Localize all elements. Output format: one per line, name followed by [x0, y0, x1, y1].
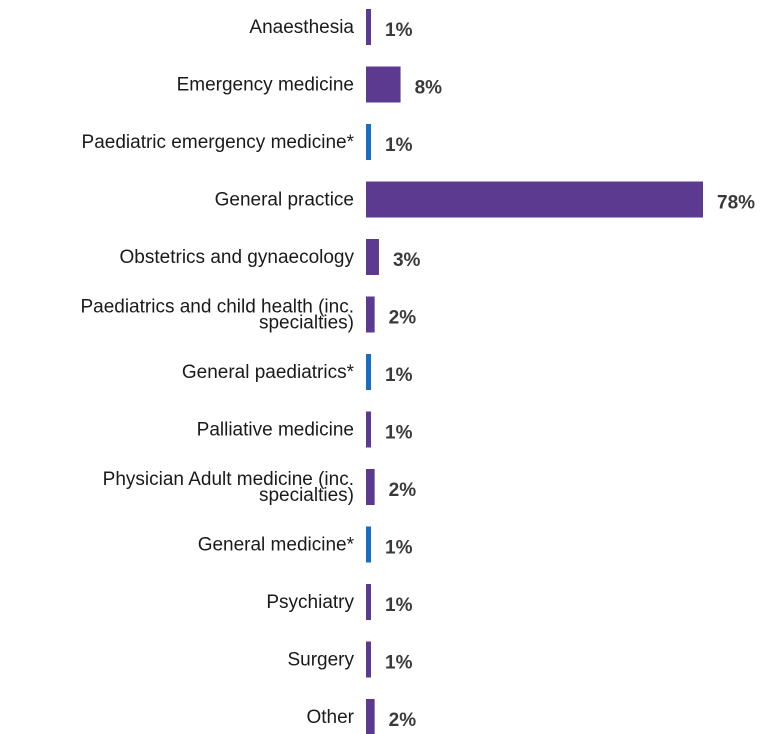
- bar-psychiatry: [366, 584, 371, 620]
- category-label-general-practice: General practice: [215, 190, 354, 211]
- category-label-other: Other: [306, 707, 354, 728]
- bar-general-paediatrics: [366, 354, 371, 390]
- bar-general-practice: [366, 181, 703, 218]
- bar-paediatric-emergency-medicine: [366, 124, 371, 160]
- bar-surgery: [366, 641, 371, 678]
- bar-paediatrics-and-child-health-inc-specialties: [366, 296, 375, 333]
- value-label-general-medicine: 1%: [385, 538, 413, 559]
- category-label-paediatrics-and-child-health-inc-specialties: Paediatrics and child health (inc. specia…: [80, 297, 354, 334]
- value-label-obstetrics-and-gynaecology: 3%: [393, 250, 421, 271]
- value-label-general-practice: 78%: [717, 193, 755, 214]
- value-label-palliative-medicine: 1%: [385, 423, 413, 444]
- value-label-surgery: 1%: [385, 653, 413, 674]
- bars-group: [366, 9, 703, 734]
- bar-general-medicine: [366, 526, 371, 563]
- category-label-palliative-medicine: Palliative medicine: [197, 420, 354, 441]
- category-label-obstetrics-and-gynaecology: Obstetrics and gynaecology: [120, 247, 355, 268]
- value-label-physician-adult-medicine-inc-specialties: 2%: [389, 480, 417, 501]
- bar-physician-adult-medicine-inc-specialties: [366, 469, 375, 505]
- value-label-general-paediatrics: 1%: [385, 365, 413, 386]
- category-label-paediatric-emergency-medicine: Paediatric emergency medicine*: [82, 132, 355, 153]
- value-label-anaesthesia: 1%: [385, 20, 413, 41]
- category-label-anaesthesia: Anaesthesia: [249, 17, 354, 38]
- value-label-paediatrics-and-child-health-inc-specialties: 2%: [389, 308, 417, 329]
- category-label-emergency-medicine: Emergency medicine: [177, 75, 354, 96]
- value-label-psychiatry: 1%: [385, 595, 413, 616]
- bar-palliative-medicine: [366, 411, 371, 448]
- category-label-psychiatry: Psychiatry: [266, 592, 354, 613]
- category-label-physician-adult-medicine-inc-specialties: Physician Adult medicine (inc. specialtie…: [103, 469, 354, 506]
- category-label-surgery: Surgery: [287, 650, 354, 671]
- category-label-general-paediatrics: General paediatrics*: [182, 362, 355, 383]
- bar-other: [366, 699, 375, 734]
- category-label-general-medicine: General medicine*: [198, 535, 355, 556]
- bar-emergency-medicine: [366, 66, 401, 103]
- bar-obstetrics-and-gynaecology: [366, 239, 379, 275]
- value-label-paediatric-emergency-medicine: 1%: [385, 135, 413, 156]
- bar-anaesthesia: [366, 9, 371, 45]
- category-labels-group: Anaesthesia Emergency medicine Paediatric …: [80, 17, 354, 728]
- value-labels-group: 1% 8% 1% 78% 3% 2% 1% 1% 2% 1% 1% 1% 2%: [385, 20, 755, 731]
- value-label-other: 2%: [389, 710, 417, 731]
- value-label-emergency-medicine: 8%: [415, 78, 443, 99]
